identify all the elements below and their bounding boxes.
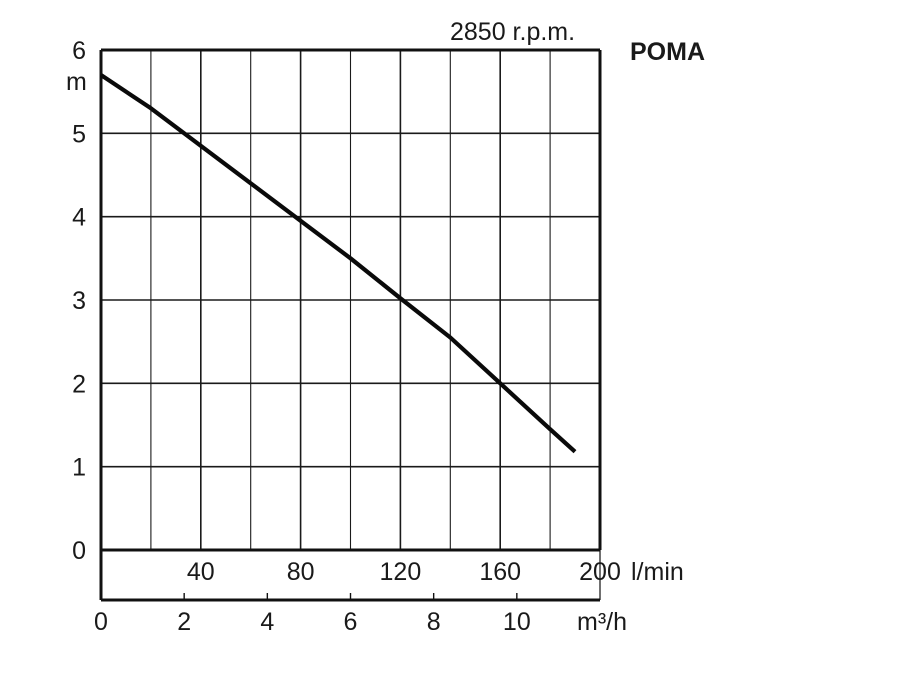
curve-layer (99, 73, 577, 454)
x-secondary-tick-label: 4 (260, 608, 274, 636)
y-tick-label: 6 (72, 37, 86, 65)
x-secondary-tick-label: 10 (503, 608, 531, 636)
series-line (99, 73, 577, 454)
chart-subtitle: 2850 r.p.m. (450, 18, 575, 46)
x-secondary-tick-label: 8 (427, 608, 441, 636)
y-tick-label: 1 (72, 454, 86, 482)
x-primary-tick-label: 200 (579, 558, 621, 586)
x-primary-unit-label: l/min (631, 558, 684, 586)
axes (99, 48, 602, 602)
y-tick-label: 4 (72, 204, 86, 232)
y-tick-label: 0 (72, 537, 86, 565)
y-tick-label: 3 (72, 287, 86, 315)
y-tick-label: 5 (72, 120, 86, 148)
x-primary-tick-label: 80 (287, 558, 315, 586)
x-primary-tick-label: 160 (479, 558, 521, 586)
y-tick-label: 2 (72, 370, 86, 398)
chart-title: POMA (630, 38, 705, 66)
x-secondary-tick-label: 2 (177, 608, 191, 636)
x-secondary-unit-label: m³/h (577, 608, 627, 636)
x-primary-tick-label: 40 (187, 558, 215, 586)
x-secondary-tick-label: 6 (344, 608, 358, 636)
x-secondary-tick-label: 0 (94, 608, 108, 636)
x-primary-tick-label: 120 (380, 558, 422, 586)
y-axis-label: m (66, 68, 87, 96)
